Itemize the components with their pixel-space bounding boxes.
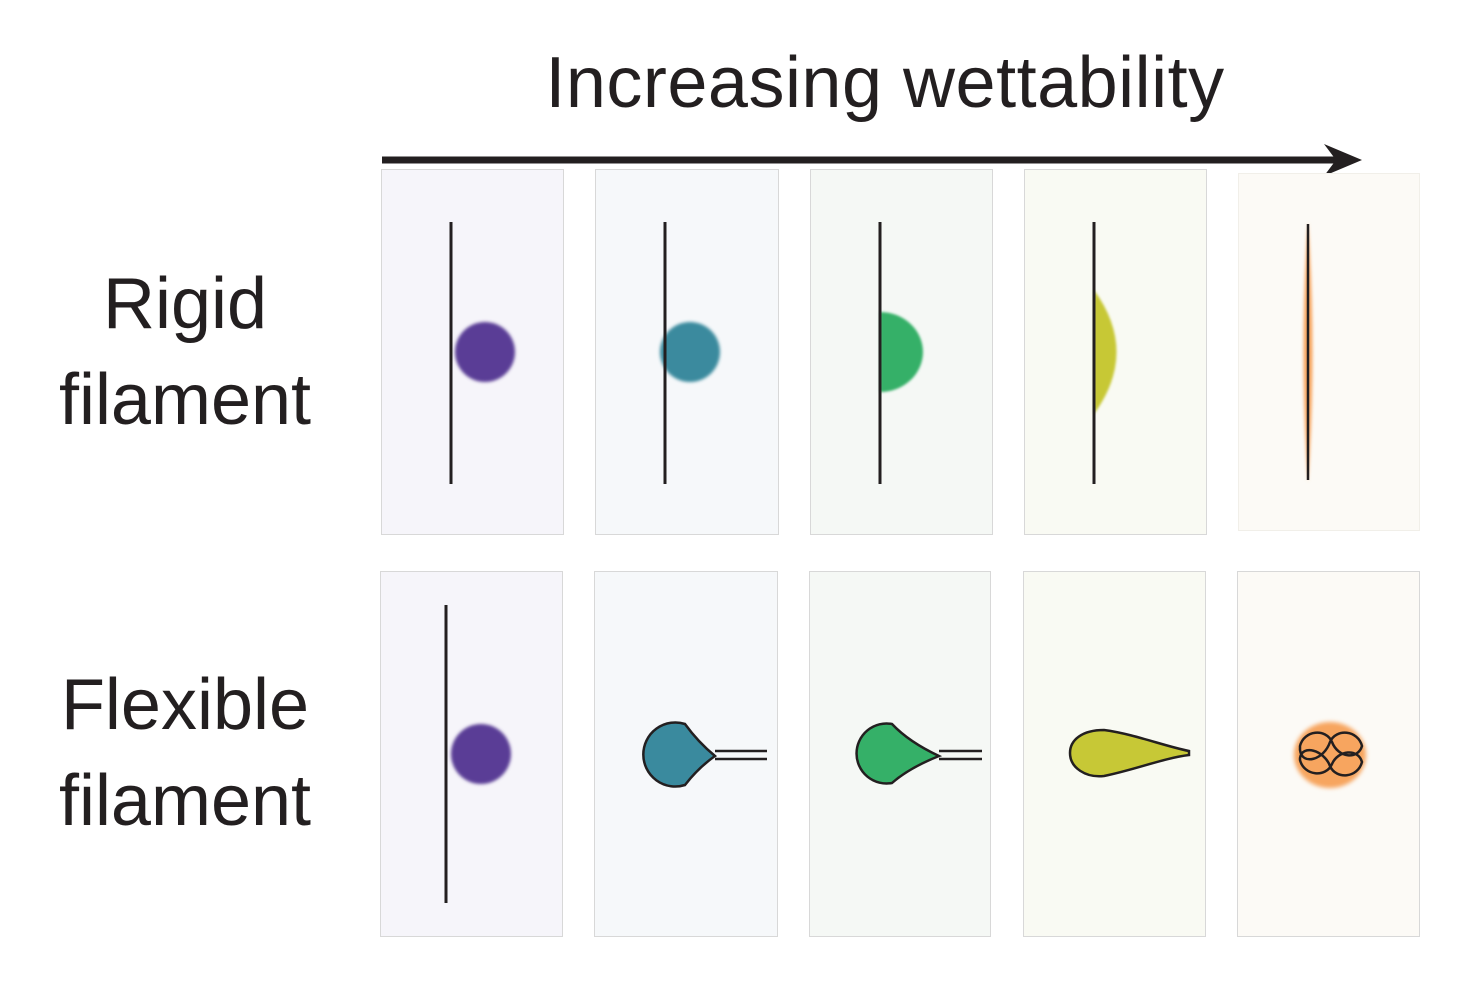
droplet-sphere-attached: [660, 222, 720, 484]
figure-title: Increasing wettability: [545, 43, 1225, 123]
droplet-spread-cap: [1092, 222, 1117, 484]
droplet-thin-film: [1303, 222, 1313, 482]
row-label-line: Flexible: [60, 665, 310, 745]
droplet-sphere-detached: [449, 222, 515, 484]
panel-flexible-5: [1237, 571, 1420, 937]
droplet-fully-wound-coil: [1294, 722, 1366, 788]
panel-rigid-5: [1238, 173, 1420, 531]
droplet-teardrop-coil: [642, 721, 767, 788]
wettability-arrow: [382, 144, 1362, 176]
row-label-line: filament: [58, 360, 312, 440]
droplet-elongated-teardrop: [1068, 728, 1191, 778]
panel-rigid-1: [381, 169, 564, 535]
panel-rigid-4: [1024, 169, 1207, 535]
panel-flexible-4: [1023, 571, 1206, 937]
row-label-flexible: Flexible filament: [20, 657, 350, 849]
row-label-line: filament: [58, 761, 312, 841]
droplet-teardrop-coil: [855, 722, 982, 785]
panel-flexible-3: [809, 571, 991, 937]
panel-flexible-2: [594, 571, 778, 937]
row-label-rigid: Rigid filament: [20, 256, 350, 448]
row-label-line: Rigid: [102, 264, 268, 344]
panel-rigid-2: [595, 169, 779, 535]
panel-flexible-1: [380, 571, 563, 937]
droplet-hemisphere: [878, 222, 923, 484]
droplet-sphere-detached: [444, 605, 511, 903]
panel-rigid-3: [810, 169, 993, 535]
